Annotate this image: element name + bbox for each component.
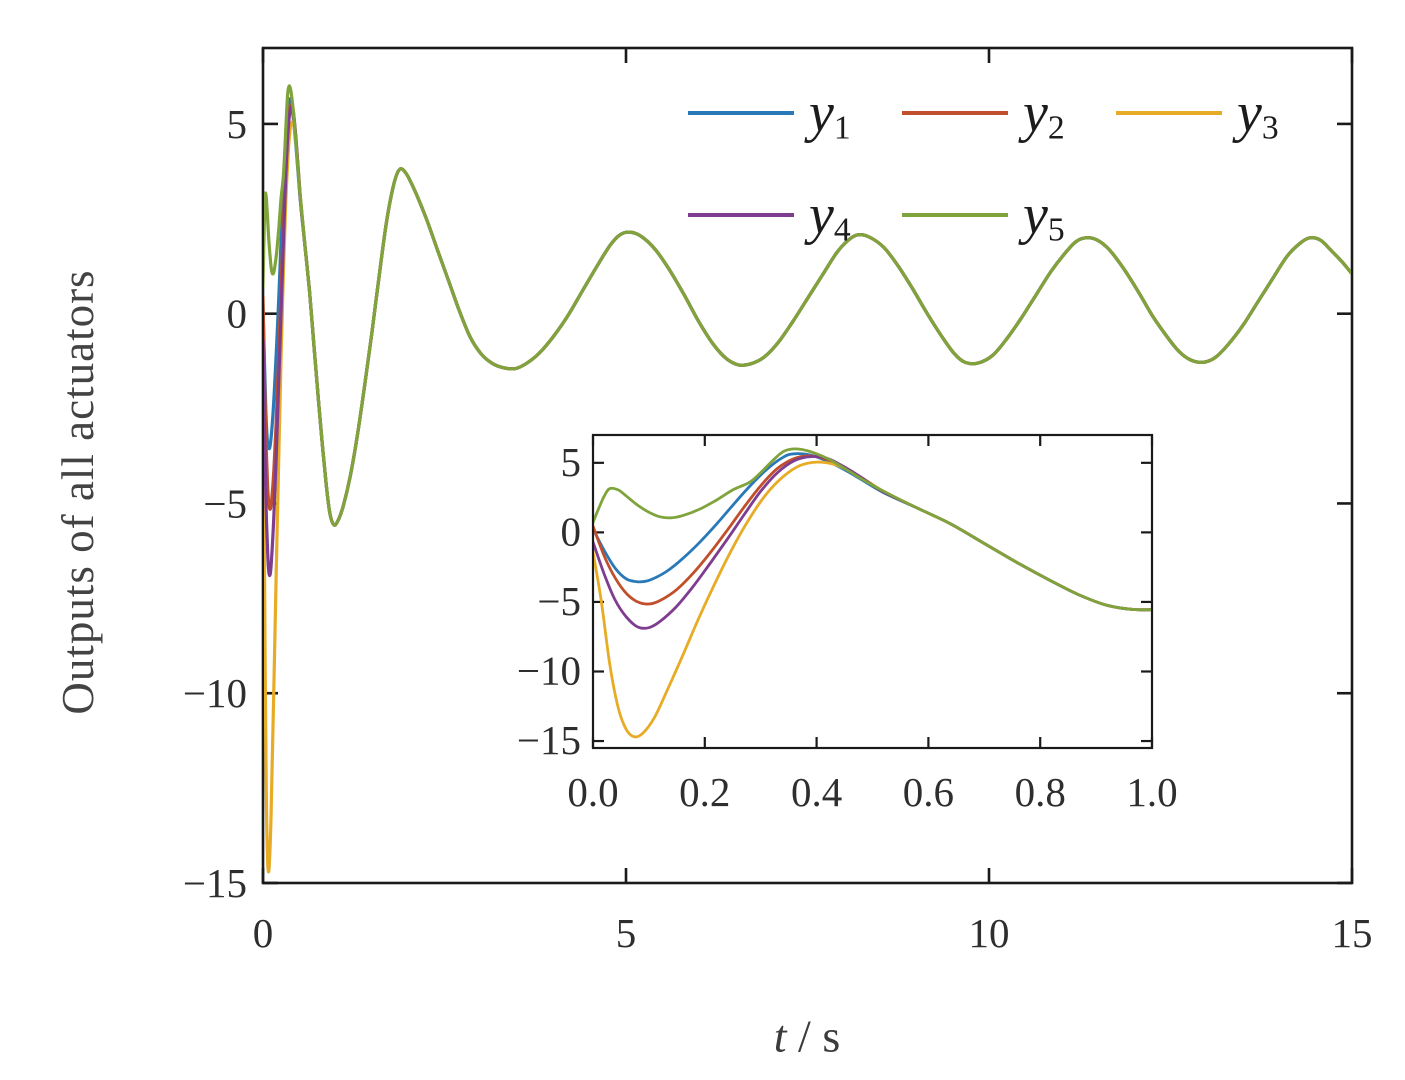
inset-x-tick-label: 1.0 — [1126, 769, 1177, 815]
inset-x-tick-label: 0.2 — [679, 769, 730, 815]
legend-item-y1: y1 — [688, 76, 851, 150]
legend-item-y2: y2 — [902, 76, 1065, 150]
main-x-tick-label: 5 — [616, 910, 637, 956]
legend-item-y4: y4 — [688, 178, 851, 252]
inset-x-tick-label: 0.0 — [567, 769, 618, 815]
legend-label-y5-base: y — [1023, 184, 1048, 246]
legend-label-y3-base: y — [1237, 82, 1262, 144]
legend-line-y2 — [902, 111, 1008, 115]
legend-label-y4: y4 — [809, 184, 851, 247]
inset-curves — [594, 447, 1151, 739]
inset-curve-y3 — [594, 460, 1151, 739]
main-y-tick-label: 0 — [227, 291, 248, 337]
legend-label-y1-base: y — [809, 82, 834, 144]
y-axis-label: Outputs of all actuators — [53, 269, 103, 715]
main-curves — [264, 84, 1351, 874]
legend-label-y2-sub: 2 — [1047, 109, 1065, 147]
inset-axes: 0.0 0.2 0.4 0.6 0.8 1.0 5 0 −5 −10 −15 — [517, 433, 1178, 815]
inset-y-tick-label: −10 — [517, 647, 581, 693]
x-axis-label-unit: / s — [786, 1010, 841, 1062]
legend-label-y4-base: y — [809, 184, 834, 246]
inset-x-tick-label: 0.4 — [791, 769, 842, 815]
main-x-tick-label: 10 — [969, 910, 1010, 956]
inset-y-tick-label: −5 — [537, 578, 581, 624]
inset-curve-y4 — [594, 455, 1151, 630]
x-axis-label-variable: t — [773, 1010, 787, 1062]
legend-line-y5 — [902, 213, 1008, 217]
inset-y-tick-label: −15 — [517, 717, 581, 763]
legend-label-y4-sub: 4 — [833, 211, 851, 249]
legend-label-y5: y5 — [1023, 184, 1065, 247]
x-axis-label: t / s — [774, 1010, 840, 1063]
main-curve-y4 — [264, 104, 1351, 578]
legend-line-y1 — [688, 111, 794, 115]
legend-label-y2-base: y — [1023, 82, 1048, 144]
legend-label-y3: y3 — [1237, 82, 1279, 145]
legend-item-y5: y5 — [902, 178, 1065, 252]
legend-line-y3 — [1116, 111, 1222, 115]
legend-label-y1: y1 — [809, 82, 851, 145]
inset-x-tick-label: 0.6 — [903, 769, 954, 815]
main-y-tick-label: −5 — [203, 480, 247, 526]
legend-label-y1-sub: 1 — [833, 109, 851, 147]
inset-y-tick-label: 0 — [561, 508, 582, 554]
main-y-tick-label: −10 — [183, 670, 247, 716]
legend-line-y4 — [688, 213, 794, 217]
inset-curve-y5 — [594, 447, 1151, 612]
main-y-tick-label: 5 — [227, 101, 248, 147]
main-y-tick-label: −15 — [183, 860, 247, 906]
legend-item-y3: y3 — [1116, 76, 1279, 150]
legend-label-y5-sub: 5 — [1047, 211, 1065, 249]
inset-y-tick-label: 5 — [561, 439, 582, 485]
main-x-tick-label: 15 — [1332, 910, 1373, 956]
inset-x-tick-label: 0.8 — [1015, 769, 1066, 815]
main-curve-y5 — [264, 84, 1351, 527]
main-frame — [261, 46, 1354, 885]
legend-label-y2: y2 — [1023, 82, 1065, 145]
inset-frame — [591, 433, 1154, 750]
main-curve-y1 — [264, 97, 1351, 527]
legend-label-y3-sub: 3 — [1261, 109, 1279, 147]
main-x-tick-label: 0 — [253, 910, 274, 956]
